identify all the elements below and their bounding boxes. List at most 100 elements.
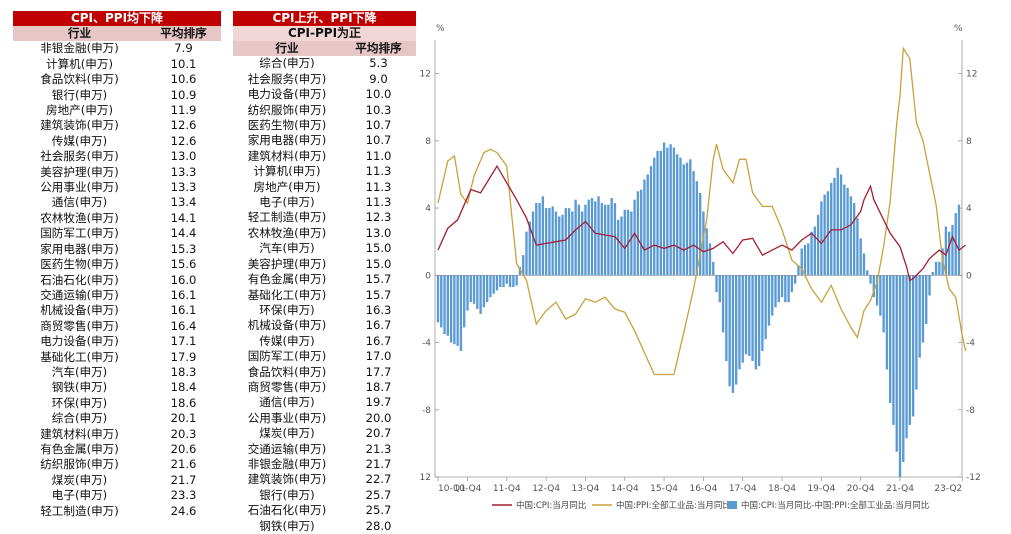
table-row: 纺织服饰(申万) 21.6: [13, 457, 221, 472]
industry-name: 社会服务(申万): [247, 71, 327, 86]
diff-bar: [653, 157, 656, 276]
industry-name: 交通运输(申万): [40, 287, 119, 302]
diff-bar: [902, 275, 905, 462]
industry-name: 公用事业(申万): [247, 410, 327, 425]
diff-bar: [518, 266, 522, 276]
average-rank: 14.1: [170, 210, 197, 225]
average-rank: 12.6: [170, 133, 197, 148]
cpi-ppi-chart: % % -12 -8 -4 0 4 8 12 -12 -8 -4 0 4 8 12 10-Q110-Q4…: [420, 24, 981, 511]
diff-bar: [676, 154, 679, 276]
diff-bar: [859, 238, 862, 276]
diff-bar: [702, 211, 705, 276]
diff-bar: [839, 174, 843, 276]
diff-bar: [721, 275, 725, 333]
table-row: 房地产(申万) 11.3: [233, 180, 416, 195]
table-row: 美容护理(申万) 13.3: [13, 165, 221, 180]
diff-bar: [856, 218, 859, 276]
diff-bar: [459, 275, 463, 351]
diff-bar: [869, 275, 872, 284]
diff-bar: [731, 275, 735, 393]
average-rank: 11.3: [365, 179, 392, 194]
diff-bar: [898, 275, 902, 477]
average-rank: 23.3: [170, 488, 197, 503]
industry-name: 钢铁(申万): [51, 380, 108, 395]
average-rank: 18.6: [170, 395, 197, 410]
industry-name: 建筑装饰(申万): [247, 472, 327, 487]
industry-name: 综合(申万): [51, 411, 108, 426]
legend-swatch-diff: [728, 501, 737, 509]
x-tick-label: 17-Q4: [729, 484, 757, 494]
diff-bar: [538, 203, 541, 276]
cpi-series-line: [437, 164, 966, 282]
diff-bar: [754, 275, 758, 370]
industry-name: 国防军工(申万): [247, 349, 327, 364]
average-rank: 16.1: [170, 303, 197, 318]
average-rank: 20.3: [170, 426, 197, 441]
diff-bar: [944, 226, 948, 276]
diff-bar: [603, 204, 607, 276]
table-row: 汽车(申万) 15.0: [233, 241, 416, 256]
diff-bar: [669, 144, 672, 276]
average-rank: 10.7: [365, 133, 392, 148]
industry-name: 建筑装饰(申万): [40, 118, 119, 133]
diff-bar: [810, 231, 813, 276]
table-row: 石油石化(申万) 25.7: [233, 503, 416, 518]
average-rank: 13.3: [170, 180, 197, 195]
industry-name: 纺织服饰(申万): [247, 102, 327, 117]
diff-bar: [705, 228, 708, 276]
average-rank: 10.6: [170, 72, 197, 87]
diff-bar: [469, 275, 472, 303]
average-rank: 18.4: [170, 380, 197, 395]
average-rank: 25.7: [365, 487, 392, 502]
table-cpi-ppi-both-down: CPI、PPI均下降 行业 平均排序 非银金融(申万) 7.9 计算机(申万) 10.…: [13, 11, 221, 519]
table-row: 社会服务(申万) 13.0: [13, 149, 221, 164]
average-rank: 13.0: [365, 225, 392, 240]
diff-bar: [492, 275, 495, 294]
average-rank: 16.1: [170, 287, 197, 302]
diff-bar: [443, 275, 446, 335]
industry-name: 农林牧渔(申万): [40, 210, 119, 225]
left-unit-label: %: [436, 24, 445, 34]
average-rank: 10.3: [365, 102, 392, 117]
average-rank: 20.6: [170, 441, 197, 456]
diff-bar: [584, 204, 587, 276]
industry-name: 汽车(申万): [259, 241, 315, 256]
diff-bar: [472, 275, 476, 304]
y-tick-label-right: 8: [966, 137, 972, 147]
diff-bar: [643, 179, 646, 276]
diff-bar: [485, 275, 489, 303]
diff-bar: [620, 216, 623, 276]
diff-bar: [564, 208, 567, 276]
diff-bar: [885, 275, 889, 370]
y-tick-label-left: 8: [425, 137, 431, 147]
table-row: 美容护理(申万) 15.0: [233, 257, 416, 272]
diff-bar: [525, 231, 528, 276]
industry-name: 石油石化(申万): [40, 272, 119, 287]
table-row: 轻工制造(申万) 12.3: [233, 210, 416, 225]
y-tick-label-left: 12: [420, 70, 431, 80]
diff-bar: [662, 142, 666, 276]
diff-bar: [528, 221, 531, 276]
legend: 中国:CPI:当月同比 中国:PPI:全部工业品:当月同比 中国:CPI:当月同…: [492, 500, 929, 511]
table-header-row: 行业 平均排序: [233, 41, 416, 57]
average-rank: 10.7: [365, 118, 392, 133]
industry-name: 房地产(申万): [45, 103, 113, 118]
table-row: 基础化工(申万) 15.7: [233, 288, 416, 303]
diff-bar: [738, 275, 741, 370]
industry-name: 通信(申万): [259, 395, 315, 410]
diff-bar: [934, 261, 938, 276]
diff-bar: [800, 248, 803, 276]
diff-bar: [787, 275, 790, 303]
y-tick-label-left: 0: [425, 271, 431, 281]
col-header-industry: 行业: [13, 26, 146, 42]
diff-bar: [774, 275, 777, 308]
average-rank: 7.9: [174, 41, 193, 56]
diff-bar: [476, 275, 479, 309]
diff-bar: [866, 270, 869, 276]
diff-bar: [718, 275, 721, 303]
diff-bar: [790, 275, 794, 293]
industry-name: 电力设备(申万): [40, 334, 119, 349]
diff-bar: [587, 199, 590, 276]
industry-name: 家用电器(申万): [40, 241, 119, 256]
industry-name: 商贸零售(申万): [247, 379, 327, 394]
